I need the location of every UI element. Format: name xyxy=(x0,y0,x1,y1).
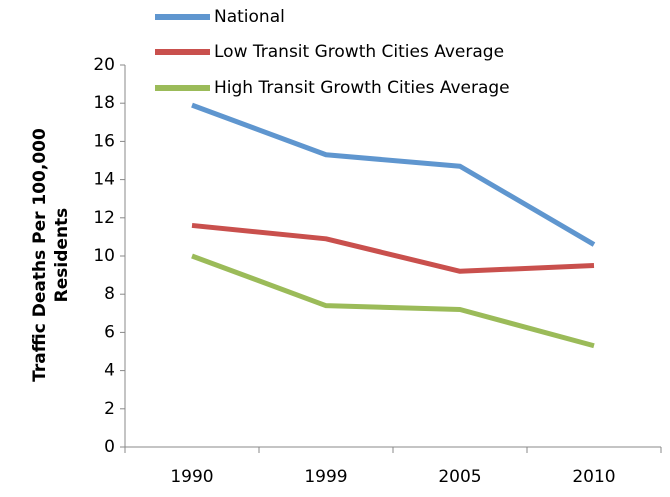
series-line xyxy=(191,102,596,247)
y-tick-label: 2 xyxy=(104,399,115,419)
y-tick-label: 16 xyxy=(93,131,115,151)
y-tick-label: 8 xyxy=(104,284,115,304)
y-axis-label: Residents xyxy=(52,208,72,303)
series-line xyxy=(191,253,595,349)
x-tick-label: 1999 xyxy=(304,467,347,487)
series-line xyxy=(191,222,595,274)
y-axis-label: Traffic Deaths Per 100,000 xyxy=(30,128,50,382)
x-tick-label: 2005 xyxy=(438,467,481,487)
legend-label: National xyxy=(214,7,285,27)
legend-label: High Transit Growth Cities Average xyxy=(214,78,510,98)
legend-label: Low Transit Growth Cities Average xyxy=(214,42,504,62)
y-tick-label: 18 xyxy=(93,93,115,113)
y-tick-label: 10 xyxy=(93,246,115,266)
x-tick-label: 2010 xyxy=(572,467,615,487)
y-tick-label: 20 xyxy=(93,55,115,75)
x-tick-label: 1990 xyxy=(170,467,213,487)
y-tick-label: 14 xyxy=(93,170,115,190)
y-tick-label: 12 xyxy=(93,208,115,228)
y-tick-label: 4 xyxy=(104,361,115,381)
y-tick-label: 6 xyxy=(104,322,115,342)
y-tick-label: 0 xyxy=(104,437,115,457)
